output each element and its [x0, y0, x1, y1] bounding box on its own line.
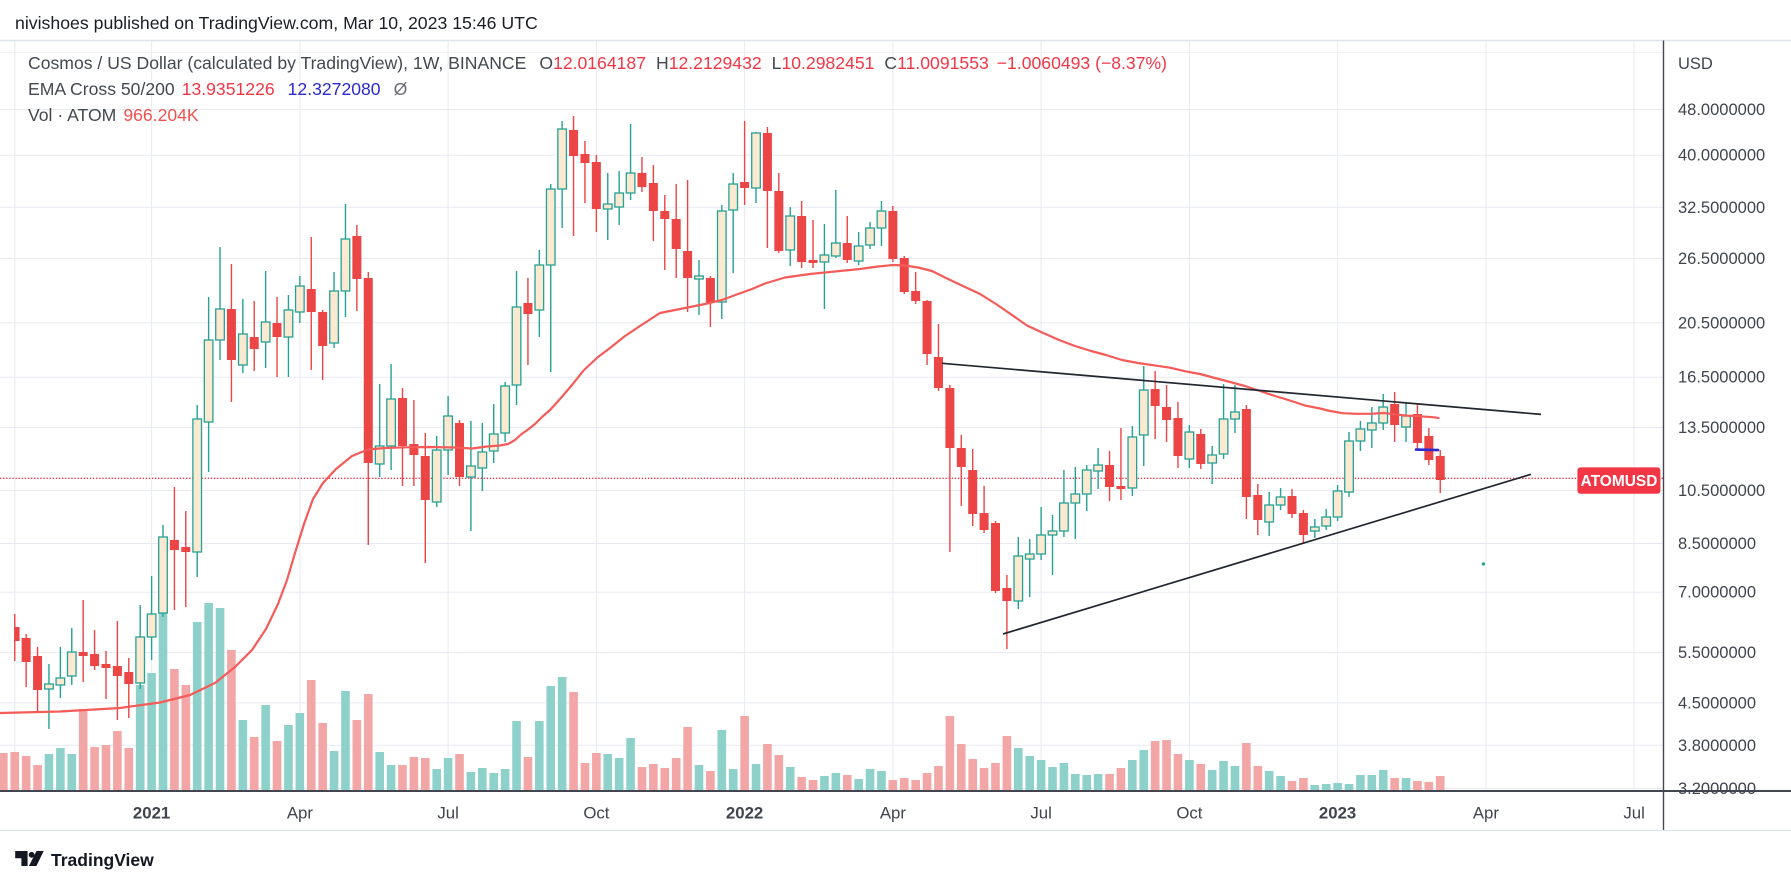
svg-text:20.5000000: 20.5000000 — [1678, 314, 1765, 332]
svg-text:3.2000000: 3.2000000 — [1678, 780, 1756, 798]
svg-text:4.5000000: 4.5000000 — [1678, 694, 1756, 712]
svg-text:2022: 2022 — [726, 804, 763, 823]
svg-text:8.5000000: 8.5000000 — [1678, 535, 1756, 553]
svg-text:Apr: Apr — [287, 804, 314, 823]
svg-text:USD: USD — [1678, 55, 1713, 73]
svg-text:5.5000000: 5.5000000 — [1678, 644, 1756, 662]
svg-text:Jul: Jul — [1030, 804, 1051, 823]
svg-text:3.8000000: 3.8000000 — [1678, 737, 1756, 755]
svg-text:Jul: Jul — [437, 804, 458, 823]
svg-text:Oct: Oct — [1176, 804, 1202, 823]
svg-text:Apr: Apr — [1473, 804, 1500, 823]
svg-text:16.5000000: 16.5000000 — [1678, 369, 1765, 387]
svg-text:TradingView: TradingView — [51, 850, 154, 870]
svg-text:Oct: Oct — [583, 804, 609, 823]
svg-text:32.5000000: 32.5000000 — [1678, 199, 1765, 217]
svg-text:7.0000000: 7.0000000 — [1678, 584, 1756, 602]
svg-text:40.0000000: 40.0000000 — [1678, 147, 1765, 165]
svg-text:Jul: Jul — [1623, 804, 1644, 823]
svg-text:nivishoes published on Trading: nivishoes published on TradingView.com, … — [15, 13, 538, 33]
svg-text:2023: 2023 — [1319, 804, 1356, 823]
svg-text:Cosmos / US Dollar (calculated: Cosmos / US Dollar (calculated by Tradin… — [28, 53, 1167, 73]
svg-text:48.0000000: 48.0000000 — [1678, 101, 1765, 119]
svg-text:13.5000000: 13.5000000 — [1678, 419, 1765, 437]
svg-text:2021: 2021 — [133, 804, 170, 823]
svg-text:ATOMUSD: ATOMUSD — [1581, 473, 1658, 490]
svg-text:10.5000000: 10.5000000 — [1678, 482, 1765, 500]
svg-text:Apr: Apr — [880, 804, 907, 823]
svg-text:26.5000000: 26.5000000 — [1678, 250, 1765, 268]
